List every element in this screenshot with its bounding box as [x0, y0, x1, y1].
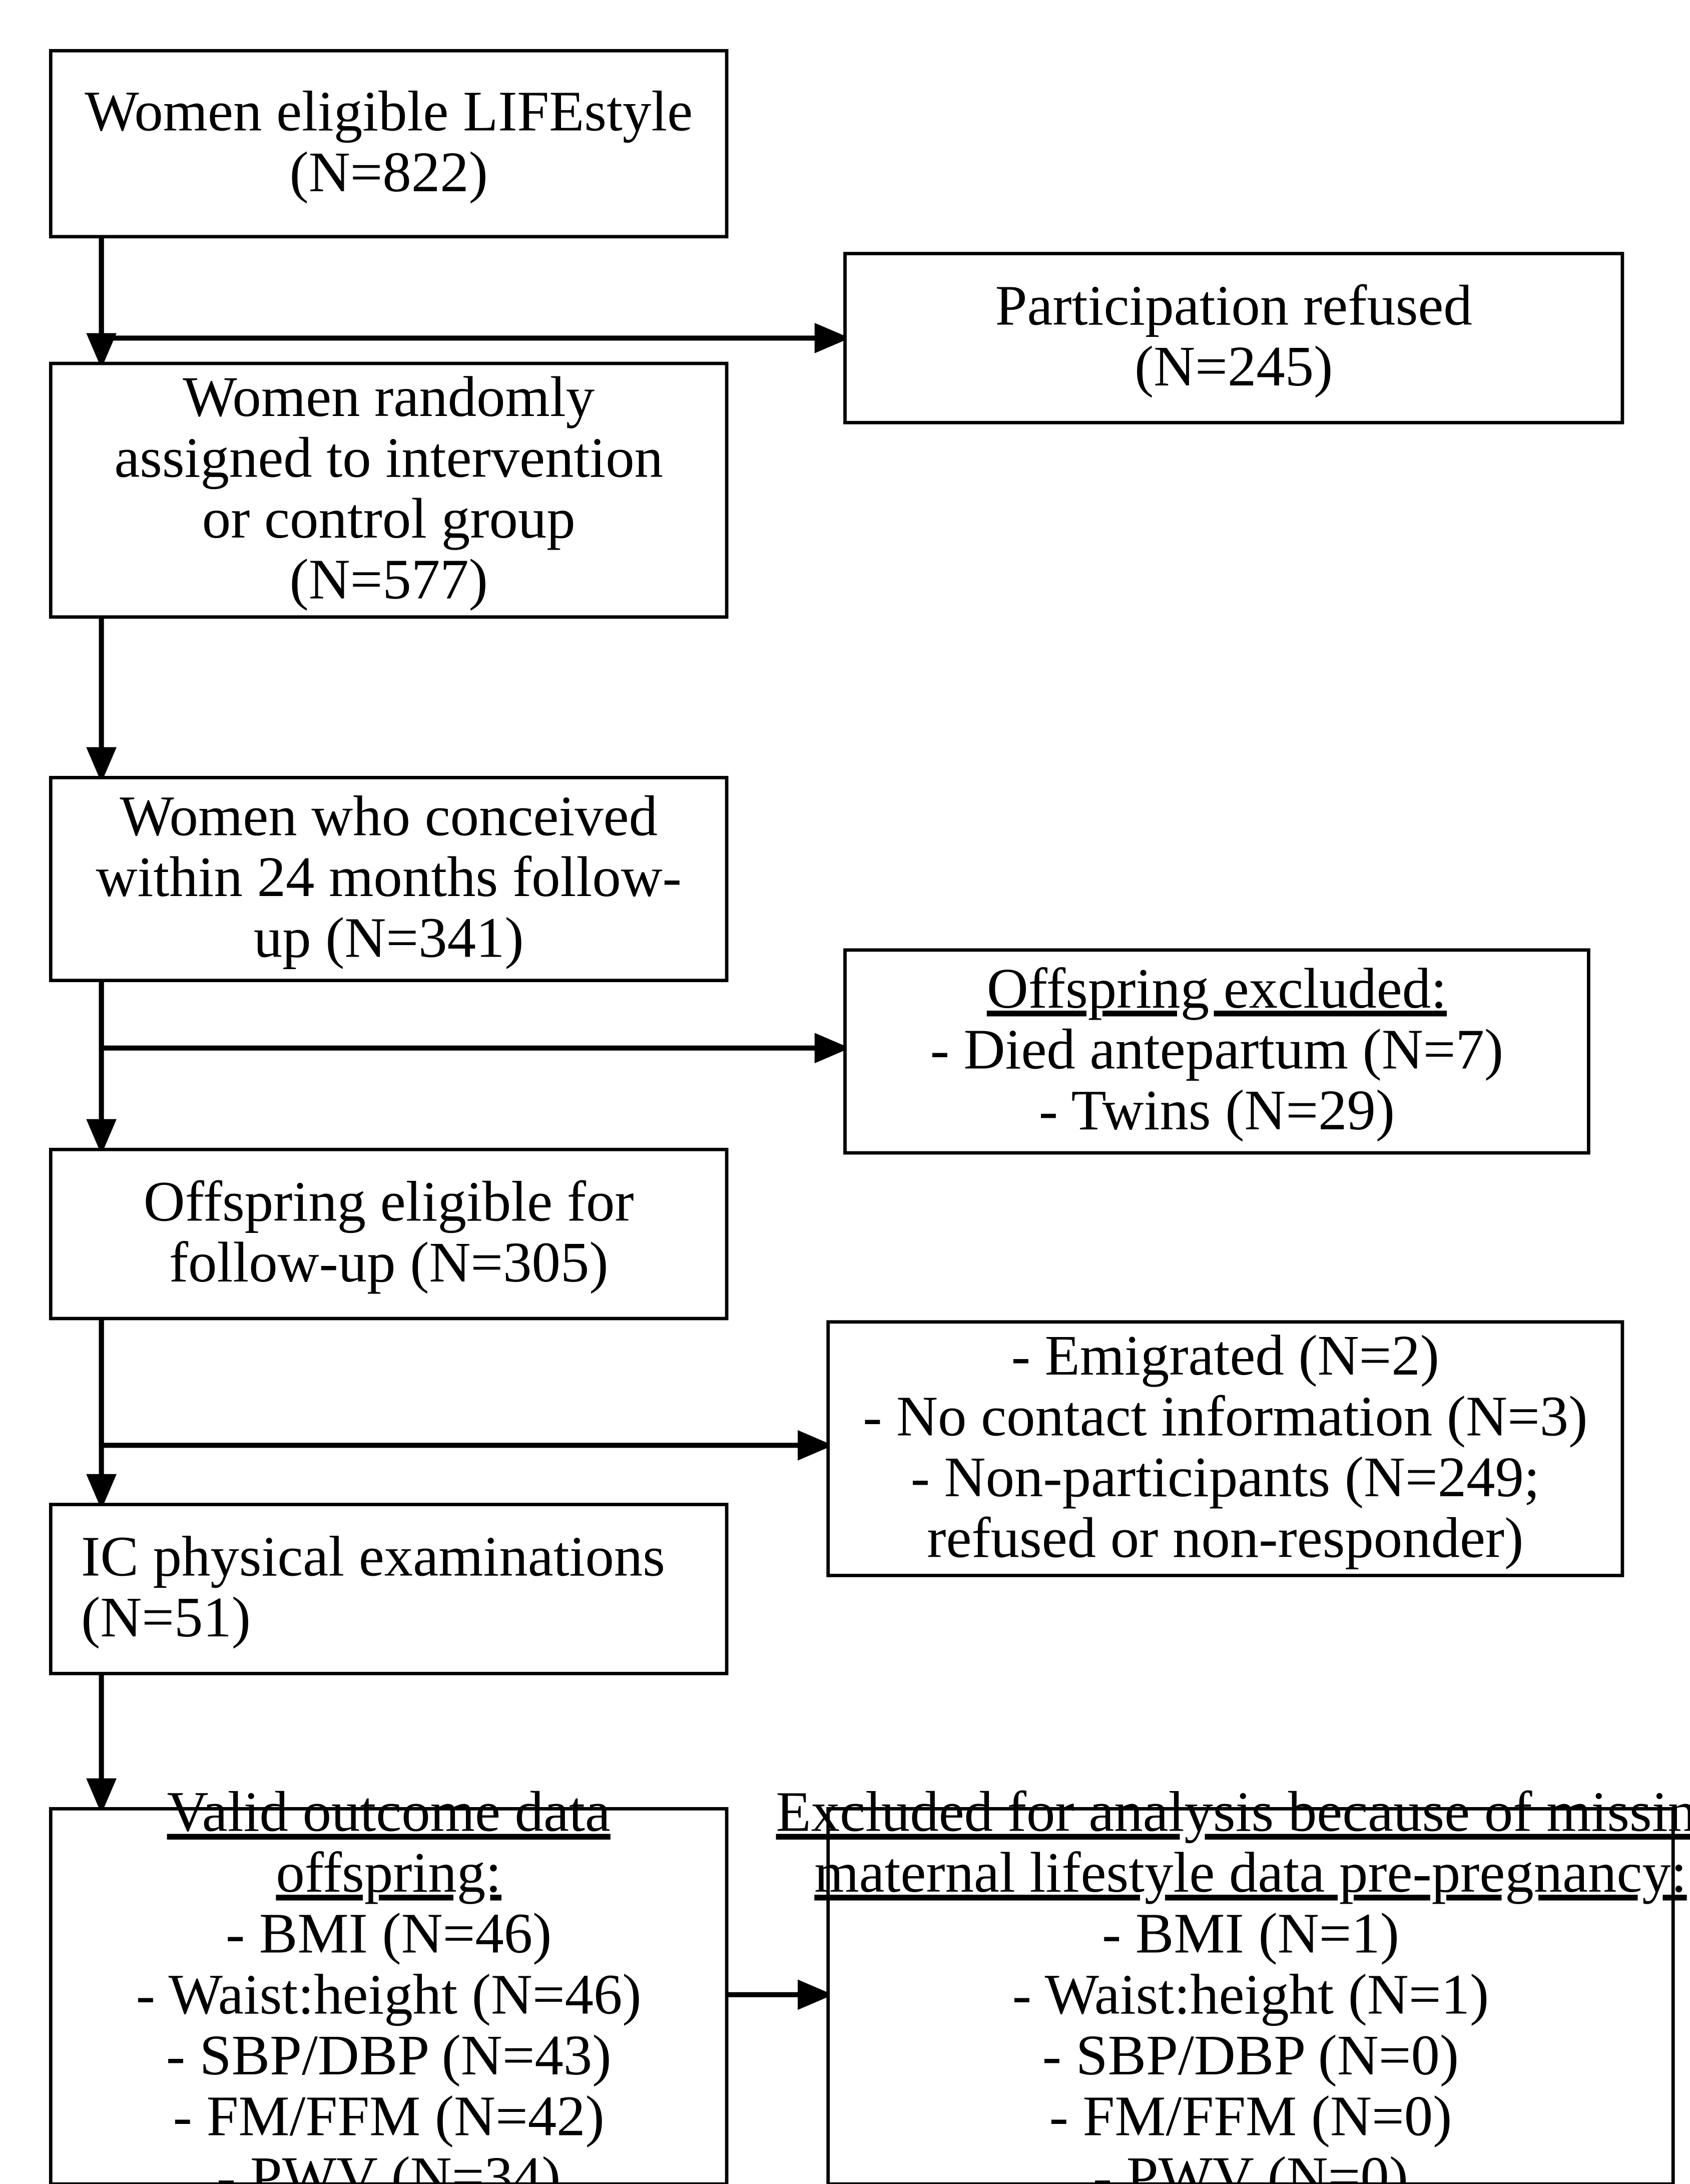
- flowchart-svg: Women eligible LIFEstyle(N=822) Women ran…: [0, 0, 1690, 2184]
- node-n5-line-1: - Died antepartum (N=7): [930, 1018, 1503, 1081]
- node-n9-line-2: - BMI (N=46): [226, 1902, 551, 1965]
- node-n1-line-1: (N=822): [290, 140, 488, 204]
- node-n10-line-1: maternal lifestyle data pre-pregnancy:: [814, 1841, 1686, 1904]
- node-n2-line-3: (N=577): [290, 548, 488, 611]
- node-n2-line-1: assigned to intervention: [114, 426, 663, 490]
- node-n10-line-3: - Waist:height (N=1): [1012, 1962, 1489, 2026]
- node-n4-line-1: within 24 months follow-: [96, 845, 682, 909]
- node-n10-line-6: - PWV (N=0): [1093, 2145, 1408, 2184]
- node-n1: Women eligible LIFEstyle(N=822): [51, 51, 727, 236]
- node-n7: - Emigrated (N=2)- No contact informatio…: [828, 1322, 1622, 1576]
- edge-n1-n3: [102, 237, 845, 338]
- node-n9-line-4: - SBP/DBP (N=43): [166, 2023, 612, 2087]
- node-n9-line-0: Valid outcome data: [167, 1780, 611, 1844]
- node-n8-line-1: (N=51): [81, 1585, 251, 1649]
- node-n4-line-2: up (N=341): [254, 906, 524, 970]
- node-n9: Valid outcome dataoffspring:- BMI (N=46)…: [51, 1780, 727, 2184]
- node-n10-line-4: - SBP/DBP (N=0): [1042, 2023, 1459, 2087]
- node-n2-line-2: or control group: [202, 487, 576, 550]
- node-n10: Excluded for analysis because of missing…: [776, 1780, 1690, 2184]
- node-n7-line-1: - No contact information (N=3): [863, 1384, 1587, 1448]
- node-n8: IC physical examinations(N=51): [51, 1505, 727, 1674]
- node-n5-line-0: Offspring excluded:: [987, 957, 1447, 1020]
- node-n10-line-2: - BMI (N=1): [1102, 1902, 1399, 1965]
- node-n9-line-6: - PWV (N=34): [217, 2145, 561, 2184]
- node-n9-line-3: - Waist:height (N=46): [136, 1962, 642, 2026]
- node-n3-line-1: (N=245): [1135, 334, 1333, 398]
- edge-n6-n7: [102, 1319, 828, 1445]
- node-n2: Women randomlyassigned to interventionor…: [51, 363, 727, 617]
- node-n6-line-0: Offspring eligible for: [144, 1169, 634, 1233]
- node-n9-line-1: offspring:: [276, 1841, 501, 1904]
- node-n4-line-0: Women who conceived: [120, 784, 658, 848]
- node-n10-line-5: - FM/FFM (N=0): [1049, 2084, 1452, 2147]
- node-n4: Women who conceivedwithin 24 months foll…: [51, 777, 727, 980]
- node-n9-line-5: - FM/FFM (N=42): [173, 2084, 605, 2147]
- node-n3-line-0: Participation refused: [995, 274, 1472, 337]
- edge-n4-n5: [102, 981, 845, 1048]
- node-n10-line-0: Excluded for analysis because of missing: [776, 1780, 1690, 1844]
- node-n5: Offspring excluded:- Died antepartum (N=…: [845, 950, 1589, 1153]
- node-n7-line-2: - Non-participants (N=249;: [911, 1445, 1540, 1509]
- node-n7-line-3: refused or non-responder): [927, 1506, 1523, 1569]
- node-n6-line-1: follow-up (N=305): [169, 1230, 609, 1294]
- flowchart: Women eligible LIFEstyle(N=822) Women ran…: [0, 0, 1690, 2184]
- node-n8-line-0: IC physical examinations: [81, 1525, 665, 1588]
- node-n6: Offspring eligible forfollow-up (N=305): [51, 1149, 727, 1319]
- node-n1-line-0: Women eligible LIFEstyle: [85, 79, 693, 143]
- node-n5-line-2: - Twins (N=29): [1039, 1078, 1395, 1142]
- node-n3: Participation refused(N=245): [845, 254, 1622, 423]
- node-n7-line-0: - Emigrated (N=2): [1011, 1324, 1439, 1387]
- node-n2-line-0: Women randomly: [183, 365, 595, 428]
